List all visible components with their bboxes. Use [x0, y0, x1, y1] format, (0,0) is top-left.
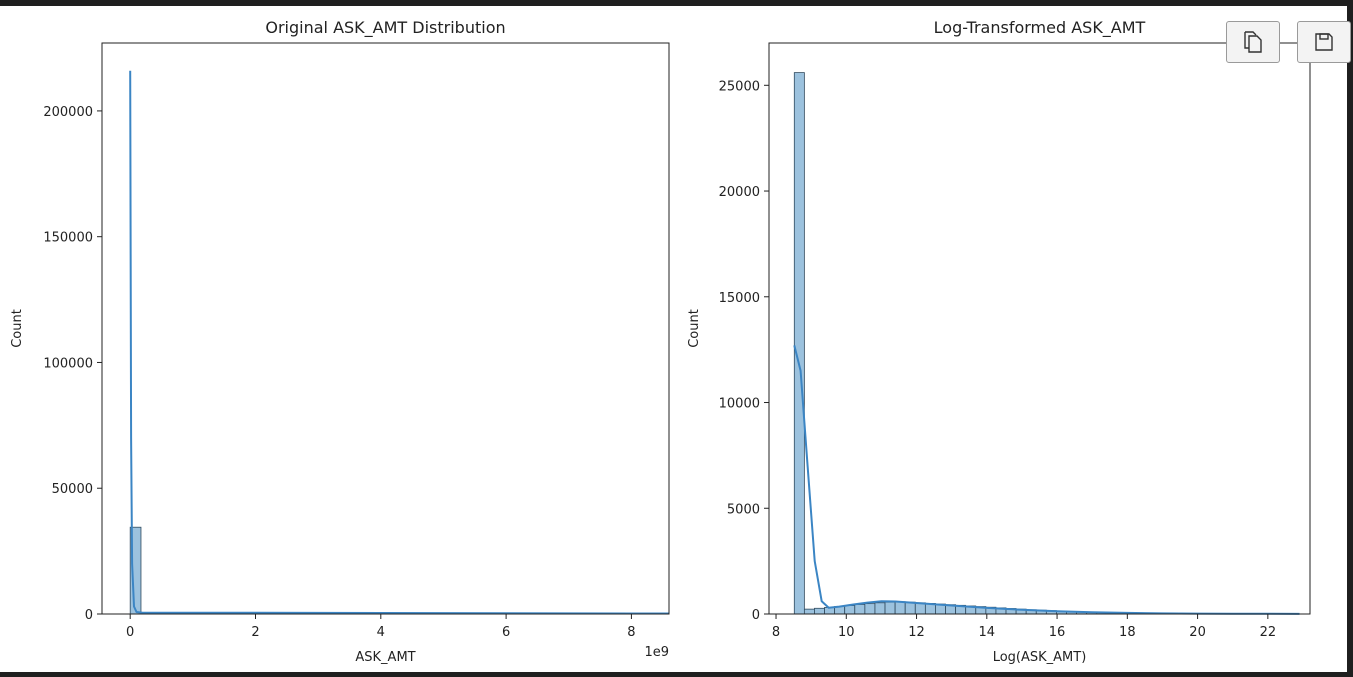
plot2-ytick-label-4: 20000: [719, 185, 760, 200]
plot2-xtick-label-5: 18: [1119, 625, 1136, 640]
plot2-xtick-label-1: 10: [838, 625, 855, 640]
copy-icon: [1244, 31, 1262, 53]
plot2-bar-1: [803, 608, 815, 615]
plot2-ytick-label-0: 0: [752, 608, 760, 623]
plot2-bar-5: [844, 605, 856, 615]
plot1-xlabel: ASK_AMT: [355, 650, 415, 665]
plot1-ytick-label-4: 200000: [43, 105, 93, 120]
plot1-ytick-label-3: 150000: [43, 231, 93, 246]
plot2-xtick-label-6: 20: [1189, 625, 1206, 640]
plot1-xtick-label-1: 2: [251, 625, 259, 640]
plot2-bar-10: [894, 601, 906, 615]
plot2-bar-0: [793, 72, 805, 615]
plot1-ytick-label-2: 100000: [43, 356, 93, 371]
plot2-bar-8: [874, 602, 886, 615]
plot1-xtick-label-2: 4: [377, 625, 385, 640]
plot2-bar-11: [904, 601, 916, 615]
plot2-ylabel: Count: [687, 309, 702, 348]
plot2-bar-6: [854, 604, 866, 615]
plot1-title: Original ASK_AMT Distribution: [265, 18, 505, 38]
plot1-ytick-label-1: 50000: [52, 482, 93, 497]
plot2-bar-2: [814, 607, 825, 615]
plot2-title: Log-Transformed ASK_AMT: [934, 18, 1146, 38]
plot2-xlabel: Log(ASK_AMT): [993, 650, 1087, 665]
plot2-xtick-label-3: 14: [979, 625, 996, 640]
plot1-xtick-label-3: 6: [502, 625, 510, 640]
copy-button[interactable]: [1226, 21, 1280, 63]
plot2-xtick-label-4: 16: [1049, 625, 1066, 640]
plot2-ytick-label-3: 15000: [719, 291, 760, 306]
plot1-xtick-label-0: 0: [126, 625, 134, 640]
plot1-xtick-label-4: 8: [627, 625, 635, 640]
save-icon: [1315, 33, 1333, 51]
plot2-kde-line: [793, 345, 1300, 615]
plot2-bar-7: [864, 603, 876, 615]
plot2-xtick-label-7: 22: [1260, 625, 1277, 640]
plot1-axes-frame: [101, 42, 670, 615]
plot1-kde-line: [129, 70, 669, 615]
plot2-bar-9: [884, 601, 896, 615]
plot2-xtick-label-2: 12: [908, 625, 925, 640]
plot2-ytick-label-2: 10000: [719, 397, 760, 412]
plot1-ytick-label-0: 0: [85, 608, 93, 623]
plot2-axes-frame: [768, 42, 1311, 615]
plot2-ytick-label-1: 5000: [727, 502, 760, 517]
figure: 0 2 4 6 8 0 50000 100000 150000 200000 Original AS…: [0, 6, 1351, 672]
plot1-ylabel: Count: [10, 309, 25, 348]
plot1-offset-text: 1e9: [644, 645, 669, 660]
save-button[interactable]: [1297, 21, 1351, 63]
plot2-xtick-label-0: 8: [772, 625, 780, 640]
plot2-ytick-label-5: 25000: [719, 79, 760, 94]
